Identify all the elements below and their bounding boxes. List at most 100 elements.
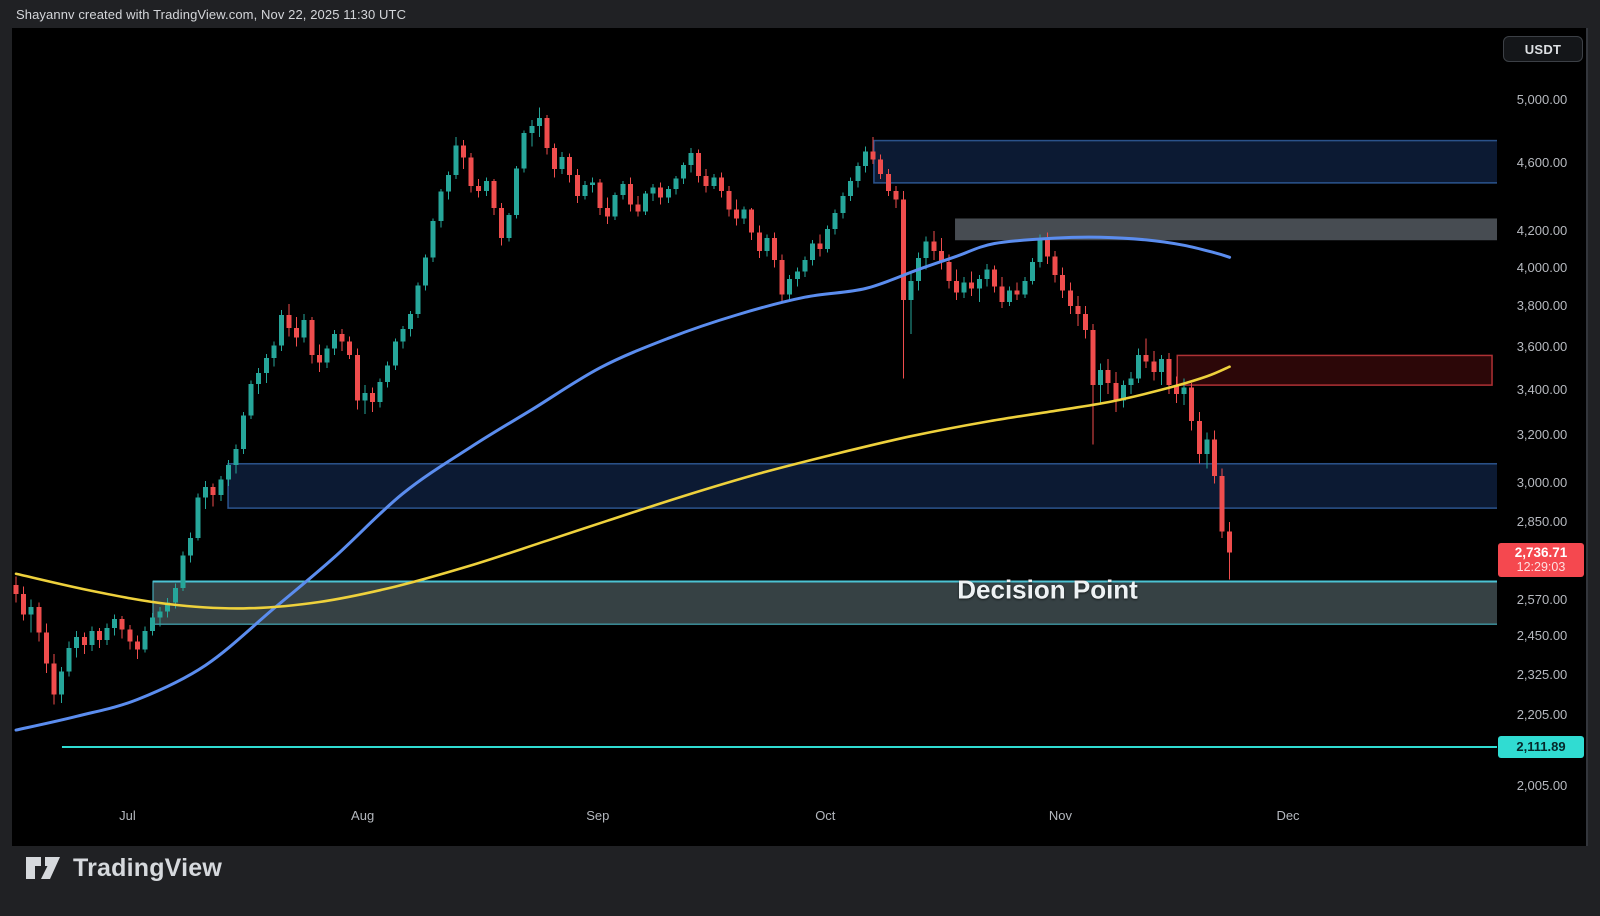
candle-body xyxy=(870,151,876,160)
demand-zone-blue xyxy=(227,462,1497,509)
price-axis-label: 3,000.00 xyxy=(1516,475,1568,491)
time-axis-label-dec: Dec xyxy=(1276,808,1300,823)
candle-body xyxy=(468,157,474,186)
candle-body xyxy=(741,209,747,219)
candle-body xyxy=(316,355,322,363)
candle-body xyxy=(863,151,869,166)
candle-body xyxy=(415,285,421,314)
fast-ma-line xyxy=(14,365,1231,610)
candle-body xyxy=(711,177,717,186)
candle-body xyxy=(900,199,906,301)
candle-body xyxy=(1189,387,1195,422)
candle-body xyxy=(620,184,626,196)
candle-body xyxy=(498,208,504,239)
candle-body xyxy=(1181,387,1187,394)
candle-body xyxy=(946,261,952,281)
candle-body xyxy=(369,392,375,402)
candle-body xyxy=(1136,355,1142,379)
price-axis-label: 2,850.00 xyxy=(1516,513,1568,529)
candle-body xyxy=(529,125,535,133)
slow-ma-line xyxy=(14,235,1232,732)
candle-body xyxy=(1174,385,1180,394)
candle-body xyxy=(1029,261,1035,281)
candle-body xyxy=(567,156,573,175)
chart-attribution: Shayannv created with TradingView.com, N… xyxy=(16,7,407,22)
candle-body xyxy=(764,238,770,251)
candle-body xyxy=(787,278,793,295)
candle-body xyxy=(1090,330,1096,386)
candle-body xyxy=(893,190,899,200)
candle-body xyxy=(1158,359,1164,373)
candle-body xyxy=(294,328,300,338)
candle-body xyxy=(377,381,383,402)
candle-body xyxy=(241,415,247,450)
candle-body xyxy=(1151,361,1157,373)
candle-body xyxy=(802,260,808,272)
candle-body xyxy=(825,229,831,249)
price-axis-label: 3,600.00 xyxy=(1516,338,1568,354)
candle-body xyxy=(66,647,72,672)
supply-zone-red xyxy=(1176,354,1493,386)
tradingview-logo[interactable]: TradingView xyxy=(24,849,222,887)
candle-body xyxy=(263,358,269,374)
price-axis-label: 4,200.00 xyxy=(1516,222,1568,238)
candle-body xyxy=(13,585,19,594)
candle-body xyxy=(1014,290,1020,295)
candle-body xyxy=(991,269,997,287)
zones-layer xyxy=(152,139,1497,626)
candle-body xyxy=(840,195,846,214)
candle-body xyxy=(210,487,216,495)
price-axis-label: 4,600.00 xyxy=(1516,154,1568,170)
candle-body xyxy=(28,606,34,615)
price-axis-label: 2,325.00 xyxy=(1516,666,1568,682)
candle-body xyxy=(559,156,565,170)
candle-body xyxy=(332,334,338,349)
candle-body xyxy=(878,159,884,175)
candle-body xyxy=(582,184,588,196)
candle-body xyxy=(476,185,482,191)
candle-body xyxy=(1113,382,1119,401)
candle-body xyxy=(756,232,762,251)
candle-body xyxy=(309,319,315,356)
candle-body xyxy=(627,184,633,205)
candle-body xyxy=(703,175,709,186)
candles-layer xyxy=(13,107,1233,705)
resistance-zone-gray xyxy=(955,218,1497,241)
candle-body xyxy=(938,250,944,262)
candle-body xyxy=(794,271,800,279)
candle-body xyxy=(1204,439,1210,455)
candle-body xyxy=(172,588,178,603)
candle-body xyxy=(536,118,542,126)
candle-body xyxy=(362,392,368,401)
candle-body xyxy=(726,190,732,210)
bar-countdown: 12:29:03 xyxy=(1516,560,1566,575)
candle-body xyxy=(278,314,284,346)
candle-body xyxy=(612,195,618,217)
candle-body xyxy=(779,260,785,295)
quote-currency-button[interactable]: USDT xyxy=(1503,36,1583,62)
candle-body xyxy=(665,189,671,198)
candle-body xyxy=(688,152,694,166)
candle-body xyxy=(605,208,611,217)
candle-body xyxy=(1211,439,1217,477)
candle-body xyxy=(643,193,649,212)
candle-body xyxy=(589,182,595,185)
candle-body xyxy=(187,537,193,556)
candle-body xyxy=(673,178,679,190)
candle-body xyxy=(552,148,558,170)
candle-body xyxy=(134,641,140,650)
candle-body xyxy=(734,209,740,219)
candle-body xyxy=(271,345,277,359)
time-axis-label-nov: Nov xyxy=(1048,808,1073,823)
candle-body xyxy=(544,118,550,149)
candle-body xyxy=(809,243,815,261)
price-axis-label: 2,205.00 xyxy=(1516,706,1568,722)
candle-body xyxy=(43,632,49,664)
supply-zone-upper xyxy=(873,139,1497,184)
candle-body xyxy=(81,637,87,645)
candle-body xyxy=(574,174,580,196)
candle-body xyxy=(157,611,163,618)
time-axis-label-sep: Sep xyxy=(586,808,610,823)
candle-body xyxy=(954,280,960,293)
candle-body xyxy=(195,497,201,538)
